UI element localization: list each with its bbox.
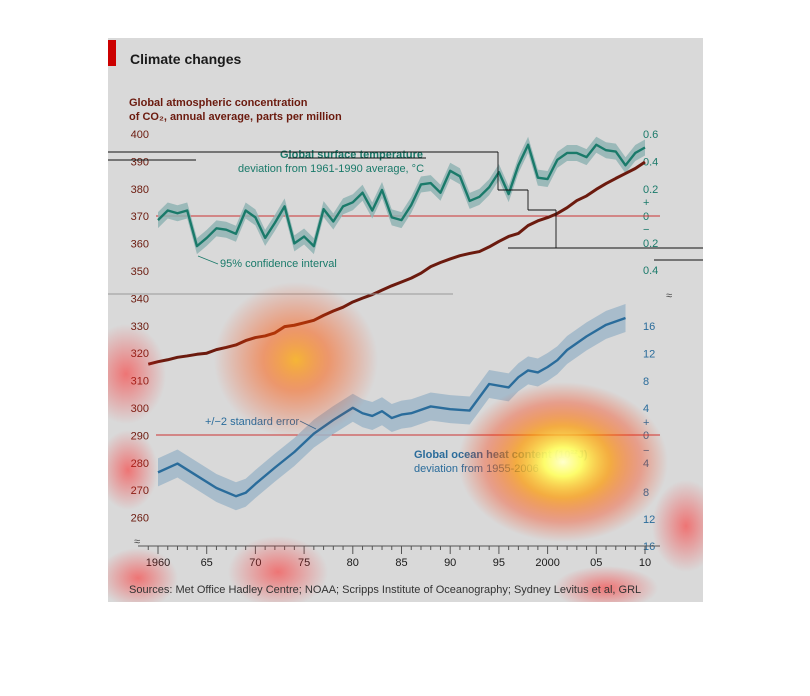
chart-title: Climate changes [130,51,241,67]
co2-tick-label: 400 [131,129,149,141]
x-axis-tick-label: 90 [444,557,456,569]
chart-figure: Climate changes Global atmospheric conce… [108,38,703,602]
ocean-tick-label: 4 [643,403,649,415]
temperature-confidence-band [158,136,645,255]
ocean-error-band [158,304,626,511]
heatmap-warmspot [214,282,378,438]
heatmap-spot [652,480,703,572]
heatmap-hotspot [458,382,668,542]
temperature-tick-label: − [643,224,649,236]
co2-tick-label: 380 [131,184,149,196]
temperature-tick-label: 0.2 [643,238,658,250]
x-axis-tick-label: 05 [590,557,602,569]
sources-note: Sources: Met Office Hadley Centre; NOAA;… [129,584,641,596]
ocean-tick-label: 12 [643,349,655,361]
co2-tick-label: 370 [131,211,149,223]
heatmap-spot [108,324,166,424]
temperature-tick-label: 0.4 [643,157,658,169]
chart-canvas: Climate changes Global atmospheric conce… [108,40,703,602]
temperature-series-line [157,143,646,248]
confidence-interval-label: 95% confidence interval [220,258,337,270]
ocean-series-line [157,316,626,498]
temperature-tick-label: + [643,197,649,209]
x-axis-tick-label: 65 [201,557,213,569]
axis-break-marker-right: ≈ [666,290,672,302]
heatmap-spot [554,566,658,602]
ocean-tick-label: 16 [643,541,655,553]
co2-tick-label: 360 [131,239,149,251]
x-axis-tick-label: 80 [347,557,359,569]
x-axis-tick-label: 10 [639,557,651,569]
temperature-tick-label: 0 [643,211,649,223]
temperature-series-subtitle: deviation from 1961-1990 average, °C [238,163,424,175]
temperature-tick-label: 0.6 [643,129,658,141]
co2-tick-label: 340 [131,293,149,305]
temperature-series-title: Global surface temperature [280,149,423,161]
title-accent-bar [108,40,116,66]
heatmap-spot [108,430,158,510]
axis-break-marker-left: ≈ [134,536,140,548]
heatmap-spot [228,536,328,602]
temperature-tick-label: 0.2 [643,184,658,196]
co2-tick-label: 350 [131,266,149,278]
ocean-tick-label: 16 [643,321,655,333]
co2-axis-subtitle: of CO₂, annual average, parts per millio… [129,111,342,123]
co2-tick-label: 390 [131,156,149,168]
heatmap-spot [108,548,178,602]
temperature-tick-label: 0.4 [643,265,658,277]
x-axis-tick-label: 95 [493,557,505,569]
ocean-tick-label: 8 [643,376,649,388]
x-axis-tick-label: 85 [395,557,407,569]
confidence-interval-leader [197,255,219,265]
co2-axis-title: Global atmospheric concentration [129,97,308,109]
x-axis-tick-label: 2000 [535,557,559,569]
co2-tick-label: 260 [131,513,149,525]
